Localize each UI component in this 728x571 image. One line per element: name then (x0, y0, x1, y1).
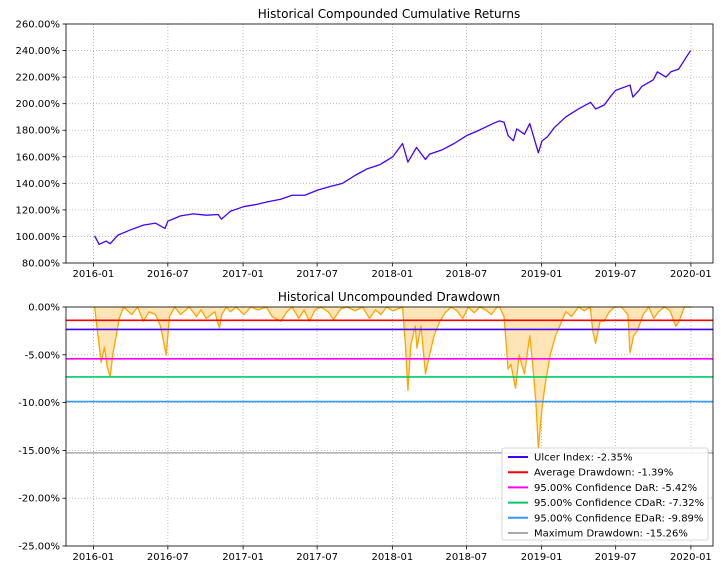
y-tick-label: -10.00% (18, 398, 60, 409)
axes-frame (65, 23, 714, 264)
y-tick-label: -5.00% (25, 350, 60, 361)
y-tick-label: -15.00% (18, 446, 60, 457)
cumulative-returns-line (94, 50, 692, 246)
x-tick-label: 2020-01 (670, 269, 712, 280)
x-tick-label: 2018-01 (371, 552, 413, 563)
legend-label: 95.00% Confidence CDaR: -7.32% (534, 498, 704, 509)
x-tick-label: 2017-07 (296, 269, 338, 280)
cumulative-returns-chart: Historical Compounded Cumulative Returns… (16, 7, 714, 280)
x-tick-label: 2019-07 (595, 552, 637, 563)
x-tick-label: 2017-01 (222, 269, 264, 280)
y-tick-label: 240.00% (16, 46, 61, 57)
x-tick-label: 2020-01 (670, 552, 712, 563)
x-tick-label: 2018-07 (445, 269, 487, 280)
y-tick-label: 200.00% (16, 99, 61, 110)
legend-label: Ulcer Index: -2.35% (534, 453, 633, 464)
drawdown-line (93, 306, 691, 450)
y-tick-label: 220.00% (16, 73, 61, 84)
x-tick-label: 2016-01 (73, 552, 115, 563)
legend-box (501, 447, 709, 541)
legend-label: Average Drawdown: -1.39% (534, 468, 673, 479)
axes-frame (65, 306, 714, 547)
x-tick-label: 2016-07 (147, 552, 189, 563)
drawdown-area (94, 307, 691, 449)
legend-label: Maximum Drawdown: -15.26% (534, 529, 688, 540)
x-tick-label: 2019-01 (521, 552, 563, 563)
x-tick-label: 2016-01 (73, 269, 115, 280)
y-tick-label: 140.00% (16, 179, 61, 190)
drawdown-chart: Historical Uncompounded Drawdown 2016-01… (18, 290, 714, 563)
x-tick-label: 2019-01 (521, 269, 563, 280)
x-tick-label: 2018-07 (445, 552, 487, 563)
x-tick-label: 2016-07 (147, 269, 189, 280)
chart2-title: Historical Uncompounded Drawdown (278, 290, 500, 304)
x-tick-label: 2017-07 (296, 552, 338, 563)
y-tick-label: 100.00% (16, 232, 61, 243)
y-tick-label: 160.00% (16, 152, 61, 163)
legend-label: 95.00% Confidence EDaR: -9.89% (534, 513, 703, 524)
x-tick-label: 2019-07 (595, 269, 637, 280)
chart1-title: Historical Compounded Cumulative Returns (258, 7, 520, 21)
y-tick-label: 260.00% (16, 20, 61, 31)
legend-label: 95.00% Confidence DaR: -5.42% (534, 483, 697, 494)
y-tick-label: 120.00% (16, 205, 61, 216)
x-tick-label: 2017-01 (222, 552, 264, 563)
y-tick-label: 180.00% (16, 126, 61, 137)
y-tick-label: 80.00% (22, 259, 60, 270)
y-tick-label: -20.00% (18, 494, 60, 505)
y-tick-label: 0.00% (28, 303, 60, 314)
legend: Ulcer Index: -2.35% Average Drawdown: -1.… (501, 447, 709, 541)
y-tick-label: -25.00% (18, 542, 60, 553)
x-tick-label: 2018-01 (371, 269, 413, 280)
